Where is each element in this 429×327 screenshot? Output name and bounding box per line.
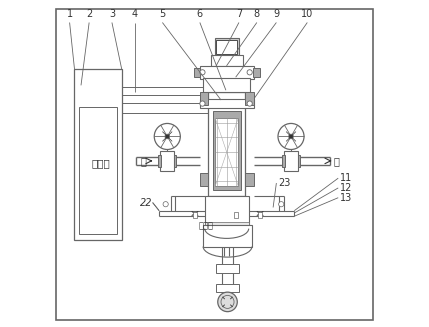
- Text: 2: 2: [86, 9, 92, 19]
- Bar: [258, 212, 262, 218]
- Text: 出: 出: [333, 156, 339, 166]
- Bar: [215, 118, 238, 186]
- Text: 电控柜: 电控柜: [91, 159, 110, 168]
- Bar: [211, 55, 243, 66]
- Bar: [282, 155, 284, 167]
- Text: 10: 10: [301, 9, 314, 19]
- Bar: [205, 222, 249, 238]
- Bar: [203, 225, 252, 247]
- Circle shape: [218, 292, 237, 312]
- Circle shape: [221, 295, 234, 308]
- Circle shape: [200, 101, 205, 106]
- Circle shape: [279, 202, 284, 207]
- Text: 12: 12: [340, 183, 352, 193]
- Text: 23: 23: [278, 178, 290, 188]
- Text: 3: 3: [109, 9, 115, 19]
- Bar: [203, 78, 250, 92]
- Bar: [194, 68, 200, 77]
- Text: 5: 5: [159, 9, 166, 19]
- Bar: [200, 173, 208, 186]
- Circle shape: [163, 202, 168, 207]
- Text: 排污口: 排污口: [198, 221, 213, 231]
- Text: 22: 22: [140, 198, 152, 208]
- Bar: [158, 155, 161, 167]
- Text: 4: 4: [132, 9, 138, 19]
- Text: 9: 9: [273, 9, 279, 19]
- Text: 进: 进: [140, 156, 146, 166]
- Circle shape: [247, 70, 252, 75]
- Text: 1: 1: [66, 9, 73, 19]
- Circle shape: [165, 134, 169, 139]
- Bar: [216, 41, 237, 54]
- Bar: [216, 284, 239, 292]
- Bar: [284, 151, 298, 171]
- Bar: [208, 92, 245, 196]
- Circle shape: [154, 124, 180, 149]
- Bar: [205, 196, 249, 229]
- Bar: [75, 69, 122, 240]
- Circle shape: [289, 134, 293, 139]
- Bar: [214, 38, 239, 56]
- Text: 13: 13: [340, 193, 352, 203]
- Bar: [200, 66, 254, 79]
- Bar: [245, 92, 254, 105]
- Text: 6: 6: [197, 9, 203, 19]
- Circle shape: [200, 70, 205, 75]
- Circle shape: [247, 101, 252, 106]
- Text: 8: 8: [254, 9, 260, 19]
- Bar: [200, 92, 208, 105]
- Bar: [216, 265, 239, 273]
- Bar: [160, 151, 175, 171]
- Bar: [234, 212, 238, 218]
- Bar: [298, 155, 300, 167]
- Bar: [174, 155, 176, 167]
- Bar: [79, 107, 117, 233]
- Circle shape: [278, 124, 304, 149]
- Bar: [253, 68, 260, 77]
- Bar: [245, 173, 254, 186]
- Text: 7: 7: [236, 9, 242, 19]
- Bar: [193, 212, 197, 218]
- Text: 11: 11: [340, 173, 352, 183]
- Bar: [200, 99, 254, 108]
- Bar: [213, 112, 241, 190]
